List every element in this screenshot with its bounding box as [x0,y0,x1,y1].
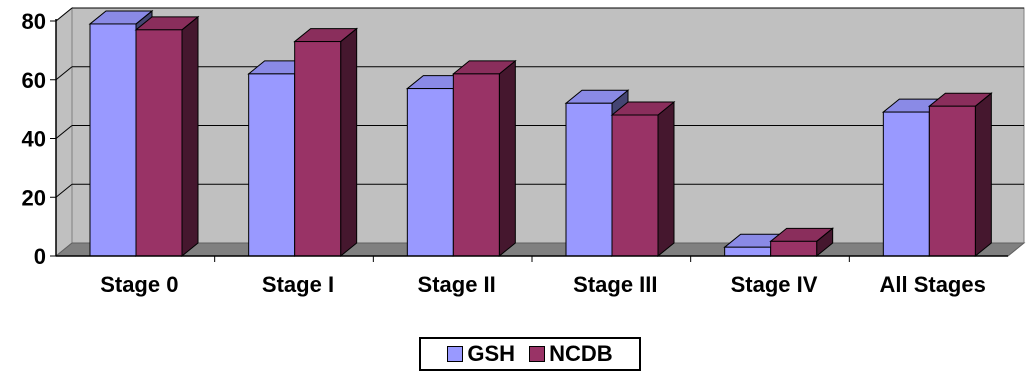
bar-front [770,240,818,257]
bar-side [498,59,516,258]
axes [50,19,1008,262]
bar-ncdb-2 [451,59,517,258]
gridline-diag [55,183,73,198]
legend: GSH NCDB [419,337,641,371]
bar-side [340,27,358,258]
y-tick-label: 80 [22,9,46,34]
x-tick-label: Stage 0 [100,272,178,297]
x-tick-label: All Stages [879,272,985,297]
bar-front [135,29,183,257]
bar-front [248,73,296,257]
legend-swatch-ncdb [529,346,546,362]
bar-ncdb-5 [927,92,993,258]
legend-label-ncdb: NCDB [549,341,613,366]
bar-front [724,246,772,257]
y-tick-label: 0 [34,244,46,269]
y-tick-label: 60 [22,68,46,93]
bar-ncdb-1 [293,27,359,258]
legend-item-gsh: GSH [447,341,515,367]
gridline-diag [55,125,73,139]
x-tick-label: Stage III [573,272,657,297]
bar-ncdb-3 [610,100,676,258]
legend-swatch-gsh [447,346,464,362]
bar-side [657,100,675,258]
plot-walls [54,6,1026,258]
legend-item-ncdb: NCDB [529,341,613,367]
x-tick-label: Stage II [418,272,496,297]
bar-front [406,88,454,257]
bar-side [974,92,992,258]
bar-front [89,23,137,257]
bar-front [294,41,342,257]
legend-label-gsh: GSH [467,341,516,366]
y-tick-label: 20 [22,185,46,210]
gridline-diag [55,7,73,22]
bar-side [181,15,199,258]
bar-front [452,73,500,257]
y-tick-labels: 0 20 40 60 80 [22,9,46,269]
floor [54,242,1026,257]
bar-front [611,114,659,257]
gridline-diag [55,66,73,81]
bar-front [882,111,930,257]
bar-front [565,102,613,257]
bar-ncdb-0 [134,15,200,258]
x-tick-labels: Stage 0 Stage I Stage II Stage III Stage IV A… [100,272,986,297]
gridlines [55,7,1024,198]
y-tick-label: 40 [22,127,46,152]
x-tick-label: Stage I [262,272,334,297]
bar-front [928,105,976,257]
x-tick-label: Stage IV [731,272,818,297]
